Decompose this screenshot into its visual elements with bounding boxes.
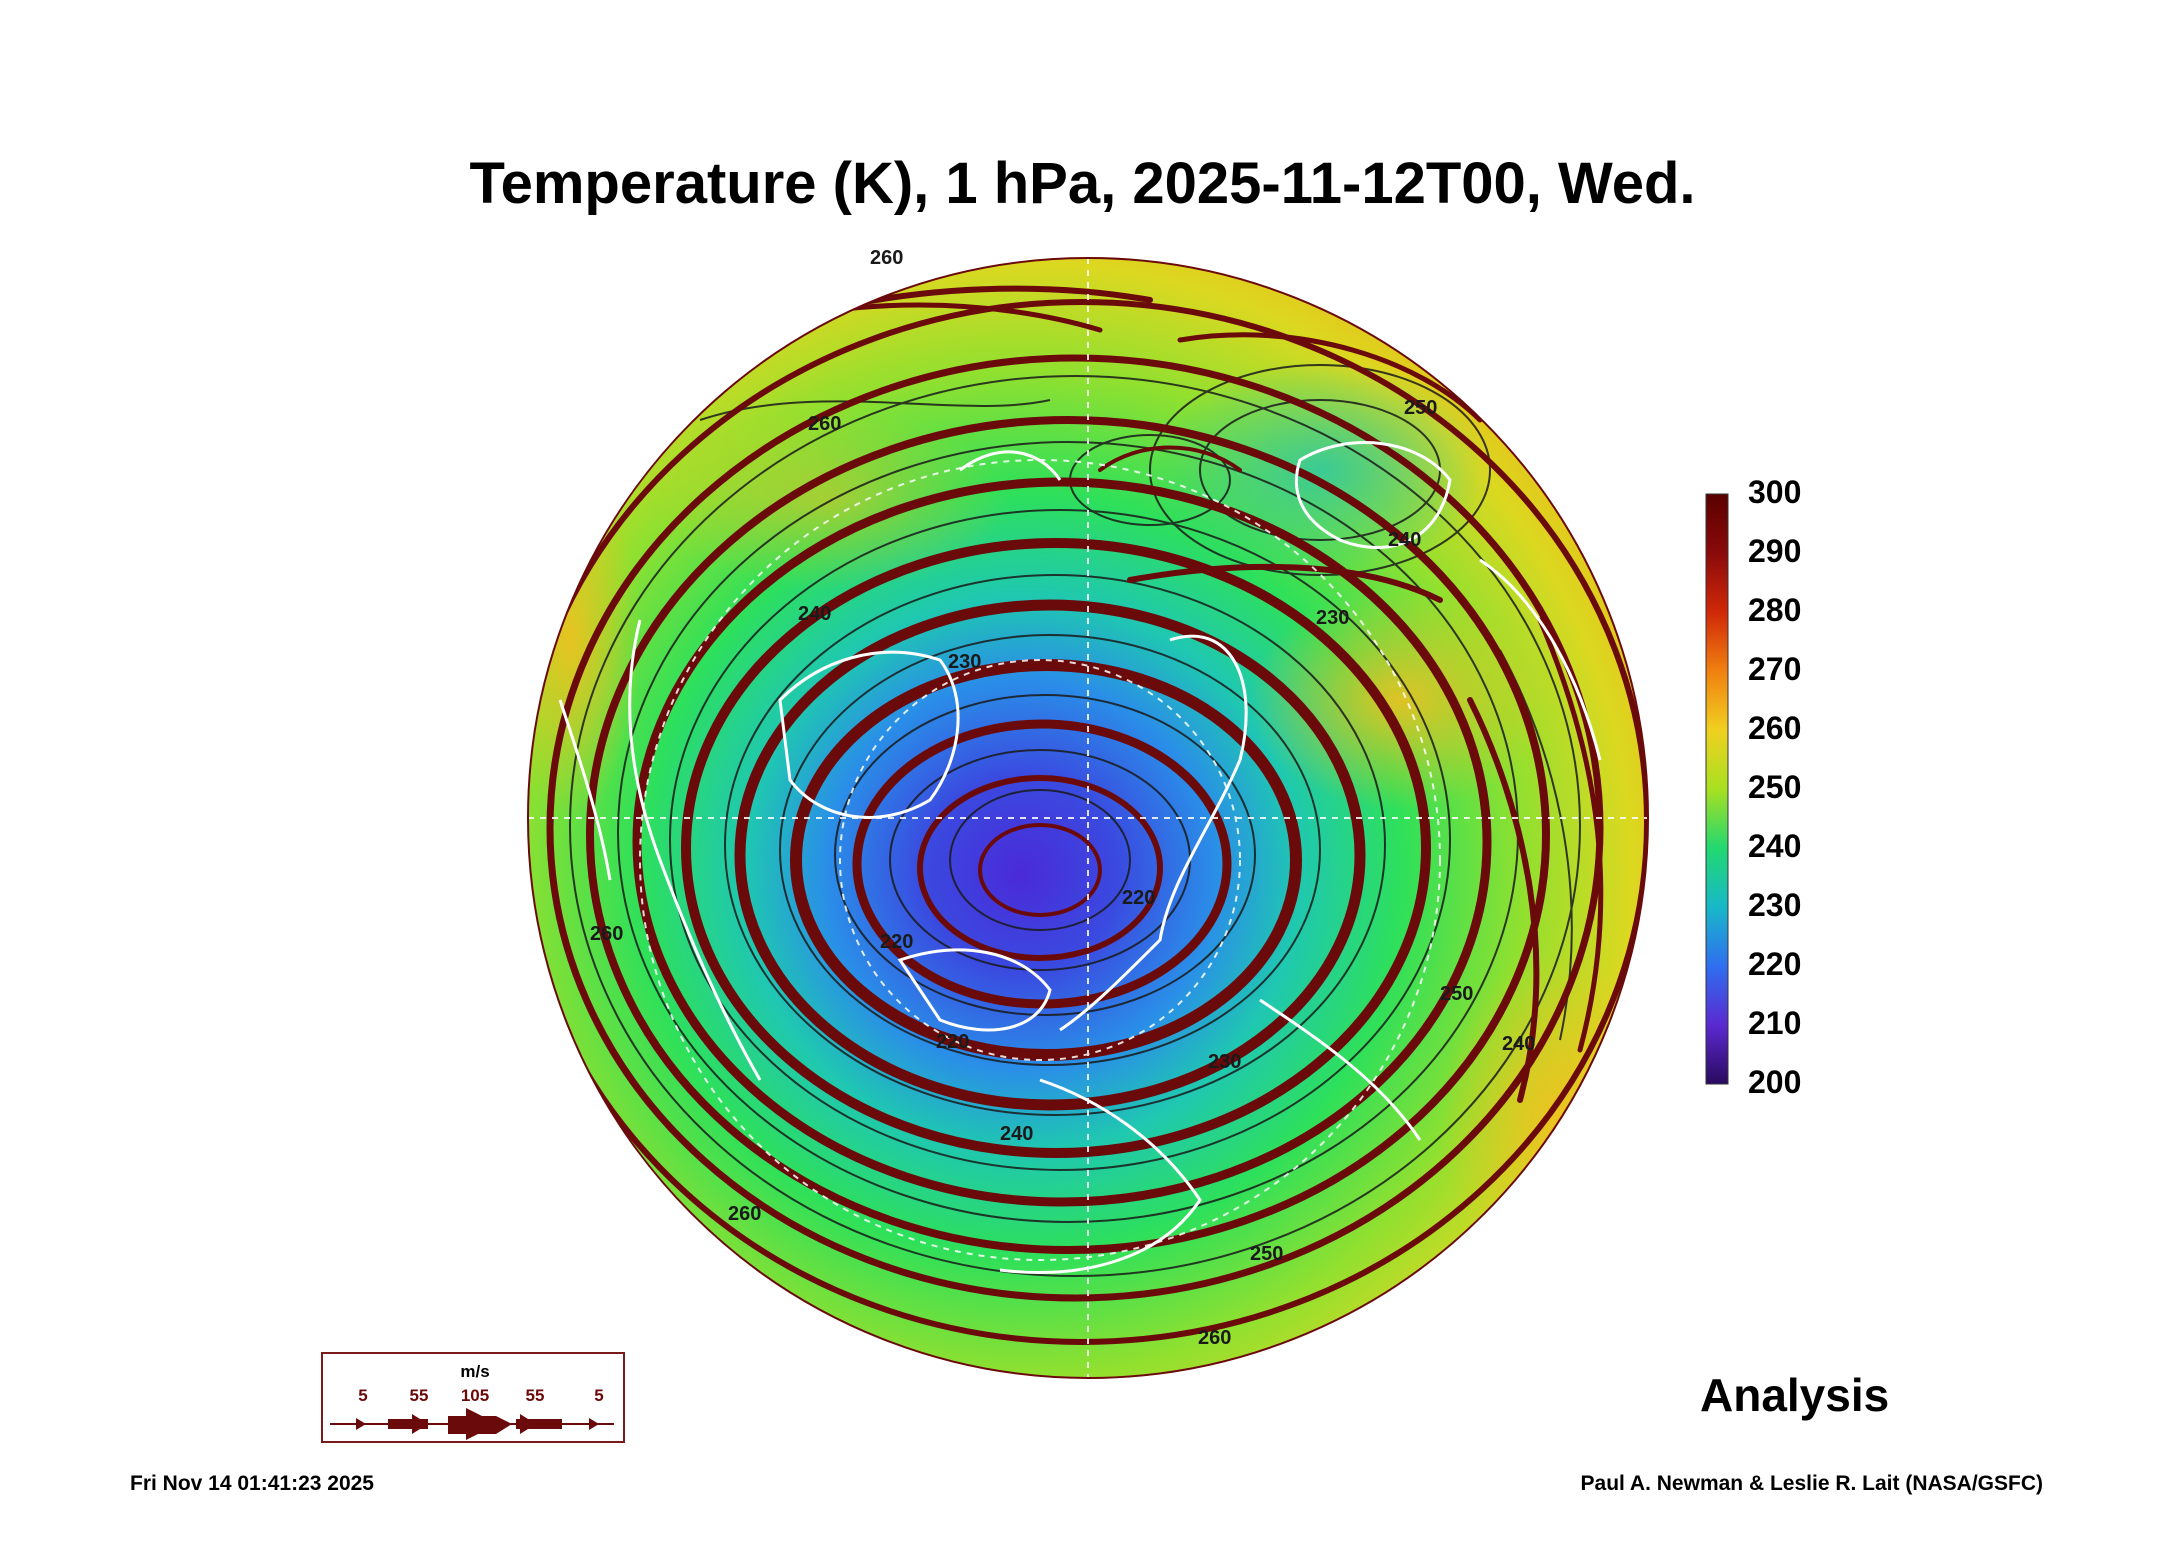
colorbar-label: 260 [1748,710,1802,746]
contour-label: 230 [1316,607,1349,629]
contour-label: 240 [1502,1033,1535,1055]
map-border [527,257,1649,1379]
contour-label: 220 [1122,887,1155,909]
contour-label: 260 [590,923,623,945]
colorbar-label: 240 [1748,828,1802,864]
colorbar-label: 210 [1748,1005,1802,1041]
contour-label: 250 [1404,397,1437,419]
contour-label: 240 [1000,1123,1033,1145]
temperature-field [528,258,1648,1378]
colorbar-label: 290 [1748,533,1802,569]
contour-label: 260 [728,1203,761,1225]
legend-units: m/s [460,1362,490,1381]
coastlines [558,441,1602,1274]
credit: Paul A. Newman & Leslie R. Lait (NASA/GS… [1580,1472,2043,1495]
contour-label: 230 [1208,1051,1241,1073]
colorbar-label: 280 [1748,592,1802,628]
colorbar-label: 270 [1748,651,1802,687]
page-title: Temperature (K), 1 hPa, 2025-11-12T00, W… [469,151,1696,216]
legend-speed: 5 [358,1386,368,1405]
contour-label: 230 [948,651,981,673]
legend-speed: 55 [525,1386,545,1405]
colorbar-label: 200 [1748,1064,1802,1100]
contour-label: 240 [798,603,831,625]
temperature-contours [569,364,1581,1277]
contour-label: 220 [936,1031,969,1053]
contour-label: 260 [870,247,903,269]
colorbar-label: 230 [1748,887,1802,923]
contour-label: 240 [1388,529,1421,551]
wind-streamlines [528,285,1648,1345]
contour-label: 260 [1198,1327,1231,1349]
contour-label: 250 [1250,1243,1283,1265]
wind-speed-key [330,1408,614,1440]
legend-speed: 105 [460,1386,490,1405]
legend-speed: 55 [409,1386,429,1405]
contour-label: 260 [808,413,841,435]
contour-label: 250 [1440,983,1473,1005]
colorbar [1705,493,1729,1085]
timestamp: Fri Nov 14 01:41:23 2025 [130,1472,374,1495]
colorbar-label: 300 [1748,474,1802,510]
contour-label: 220 [880,931,913,953]
wind-speed-legend: m/s 5 55 105 55 5 [321,1352,625,1443]
contour-label-group: 260 260 250 240 240 230 230 230 220 220 … [590,247,1535,1349]
colorbar-label: 250 [1748,769,1802,805]
analysis-label: Analysis [1700,1369,1890,1421]
legend-speed: 5 [594,1386,604,1405]
colorbar-label: 220 [1748,946,1802,982]
